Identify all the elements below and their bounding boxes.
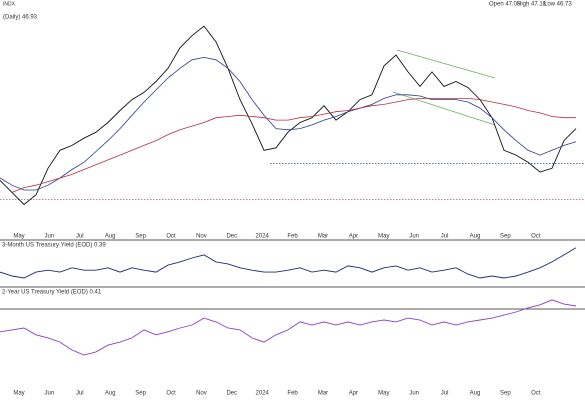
x-tick-label: Feb [287, 391, 298, 397]
x-tick-label: May [378, 234, 389, 240]
x-tick-label: Jul [76, 391, 84, 397]
x-tick-label: Oct [531, 391, 541, 397]
x-tick-label: Jul [76, 234, 84, 240]
x-tick-label: Sep [500, 391, 511, 397]
x-tick-label: Jun [409, 391, 419, 397]
x-tick-label: Oct [166, 391, 176, 397]
series-line [0, 247, 577, 279]
x-tick-label: Jun [45, 391, 55, 397]
panel-title: 2-Year US Treasury Yield (EOD) 0.41 [2, 290, 102, 296]
x-tick-label: Dec [226, 391, 237, 397]
channel-upper [396, 49, 496, 79]
x-tick-label: Aug [105, 391, 116, 397]
price-legend: (Daily) 46.93 [3, 15, 38, 21]
x-tick-label: Jul [441, 234, 449, 240]
x-tick-label: Oct [166, 234, 176, 240]
x-tick-label: Nov [196, 391, 207, 397]
x-tick-label: Nov [196, 234, 207, 240]
series-line [11, 98, 576, 193]
x-tick-label: Mar [318, 391, 328, 397]
x-tick-label: Aug [470, 391, 481, 397]
ohlc-open: Open 47.05 [489, 2, 521, 8]
x-tick-label: Oct [531, 234, 541, 240]
x-tick-label: Sep [135, 234, 146, 240]
x-tick-label: Sep [135, 391, 146, 397]
x-tick-label: May [13, 391, 24, 397]
x-tick-label: Apr [349, 234, 358, 240]
x-tick-label: Jun [409, 234, 419, 240]
x-tick-label: May [378, 391, 389, 397]
x-tick-label: May [13, 234, 24, 240]
panel-title: 3-Month US Treasury Yield (EOD) 0.39 [2, 243, 106, 249]
x-tick-label: Jul [441, 391, 449, 397]
ohlc-high: High 47.18 [517, 2, 547, 8]
x-tick-label: Mar [318, 234, 328, 240]
x-tick-label: Feb [287, 234, 298, 240]
channel-lower [392, 91, 496, 126]
x-tick-label: 2024 [256, 391, 270, 397]
x-tick-label: Dec [226, 234, 237, 240]
x-tick-label: Aug [105, 234, 116, 240]
x-tick-label: Jun [45, 234, 55, 240]
symbol: INDX [3, 1, 16, 7]
x-tick-label: Sep [500, 234, 511, 240]
x-tick-label: Apr [349, 391, 358, 397]
x-tick-label: 2024 [256, 234, 270, 240]
series-line [0, 299, 577, 356]
series-line [0, 56, 577, 191]
ohlc-low: Low 46.73 [544, 2, 572, 8]
x-tick-label: Aug [470, 234, 481, 240]
